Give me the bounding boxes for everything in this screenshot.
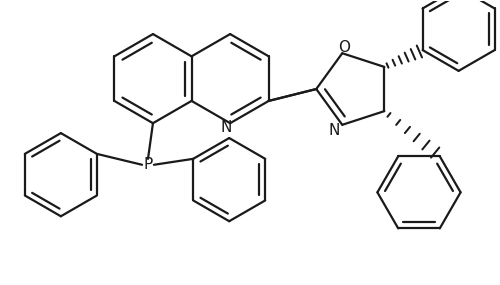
Text: P: P [144, 157, 152, 172]
Text: O: O [338, 40, 350, 55]
Text: N: N [328, 123, 340, 138]
Text: N: N [220, 120, 232, 135]
